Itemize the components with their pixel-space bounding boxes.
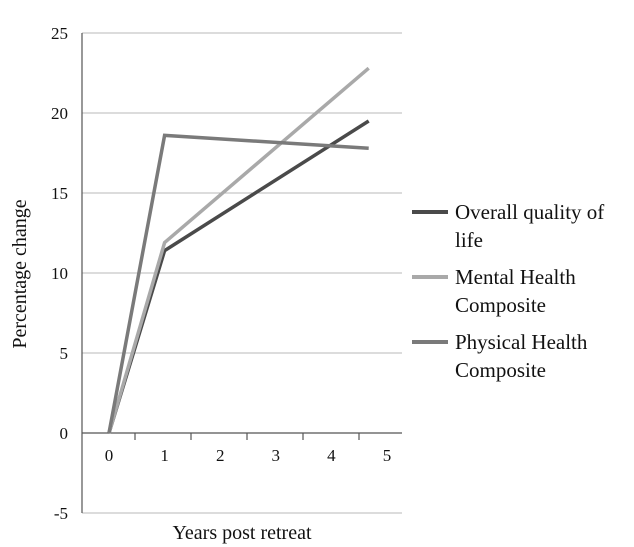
x-axis-title: Years post retreat — [172, 522, 311, 544]
y-tick-label: -5 — [54, 504, 68, 523]
series-line-2 — [107, 66, 370, 434]
legend: Overall quality of life Mental Health Compo… — [412, 200, 604, 382]
legend-item: Overall quality of life — [412, 200, 604, 252]
x-tick-label: 5 — [383, 446, 392, 465]
legend-label: Mental Health — [455, 265, 576, 289]
y-tick-label: 15 — [51, 184, 68, 203]
series-line-3 — [107, 133, 369, 434]
y-tick-label: 20 — [51, 104, 68, 123]
legend-label: Composite — [455, 293, 546, 317]
y-axis-title: Percentage change — [9, 199, 31, 348]
legend-label: life — [455, 228, 483, 252]
x-tick-label: 1 — [160, 446, 169, 465]
x-tick-label: 2 — [216, 446, 225, 465]
series-lines — [107, 66, 370, 434]
gridlines — [82, 32, 402, 514]
y-tick-label: 25 — [51, 24, 68, 43]
series-line-1 — [107, 119, 370, 434]
legend-label: Physical Health — [455, 330, 588, 354]
legend-label: Composite — [455, 358, 546, 382]
tick-labels: -5 0 5 10 15 20 25 0 1 2 3 4 5 — [51, 24, 391, 523]
x-tick-label: 3 — [272, 446, 281, 465]
legend-item: Mental Health Composite — [412, 265, 576, 317]
x-tick-label: 0 — [105, 446, 114, 465]
x-tick-label: 4 — [327, 446, 336, 465]
y-tick-label: 10 — [51, 264, 68, 283]
y-tick-label: 5 — [60, 344, 69, 363]
axes — [81, 33, 402, 513]
legend-item: Physical Health Composite — [412, 330, 588, 382]
legend-label: Overall quality of — [455, 200, 604, 224]
y-tick-label: 0 — [60, 424, 69, 443]
